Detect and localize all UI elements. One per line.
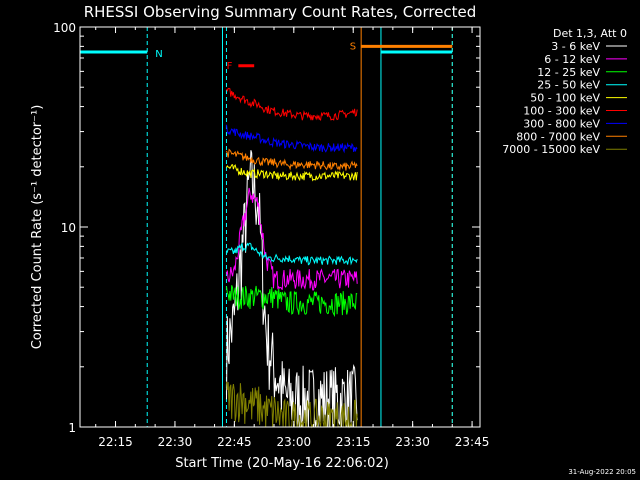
x-tick-label-0: 22:15 [98,435,133,449]
x-tick-label-2: 22:45 [217,435,252,449]
series-line-50-100-kev [226,164,358,182]
legend-header: Det 1,3, Att 0 [553,27,627,40]
flag-label-s: S [350,41,356,52]
legend-label-4: 50 - 100 keV [530,92,600,105]
flag-label-n: N [155,49,162,60]
legend-label-5: 100 - 300 keV [523,105,600,118]
series-line-25-50-kev [226,242,358,266]
x-tick-label-1: 22:30 [158,435,193,449]
legend-label-8: 7000 - 15000 keV [502,143,600,156]
y-axis-label: Corrected Count Rate (s⁻¹ detector⁻¹) [30,105,45,350]
series-line-100-300-kev [226,87,358,121]
x-tick-label-4: 23:15 [336,435,371,449]
legend-label-6: 300 - 800 keV [523,117,600,130]
legend-label-3: 25 - 50 keV [537,79,600,92]
x-tick-label-3: 23:00 [277,435,312,449]
legend-label-1: 6 - 12 keV [544,53,600,66]
series-line-6-12-kev [226,187,358,291]
series-line-800-7000-kev [226,148,358,172]
legend-label-7: 800 - 7000 keV [516,130,600,143]
legend-label-0: 3 - 6 keV [551,40,600,53]
y-tick-label-1: 10 [61,221,76,235]
chart-title: RHESSI Observing Summary Count Rates, Co… [84,3,477,21]
series-line-12-25-kev [226,285,358,318]
y-tick-label-2: 100 [53,21,76,35]
x-tick-label-6: 23:45 [455,435,490,449]
axes: 22:15 22:30 22:45 23:00 23:15 23:30 23:45 1 10 10… [53,21,489,449]
y-tick-label-0: 1 [68,421,76,435]
series-line-7000-15000-kev [226,381,358,429]
series-line-300-800-kev [226,124,358,154]
x-tick-label-5: 23:30 [395,435,430,449]
flag-label-f: F [227,61,233,72]
x-axis-label: Start Time (20-May-16 22:06:02) [175,456,389,471]
timestamp: 31-Aug-2022 20:05 [568,468,636,476]
plot-area: N F S [79,27,453,429]
legend-label-2: 12 - 25 keV [537,66,600,79]
